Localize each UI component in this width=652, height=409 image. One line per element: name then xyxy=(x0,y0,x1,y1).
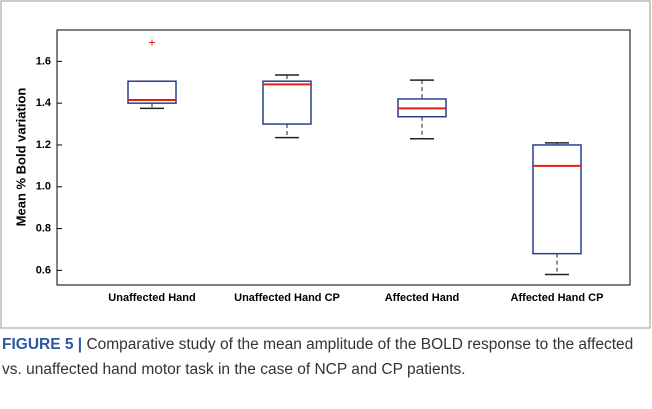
y-tick-label: 1.6 xyxy=(36,55,51,67)
outlier xyxy=(149,39,155,46)
figure-frame xyxy=(0,0,651,329)
x-tick-label: Unaffected Hand xyxy=(108,292,195,304)
y-tick-label: 0.6 xyxy=(36,264,51,276)
box xyxy=(262,80,312,125)
y-tick-label: 0.8 xyxy=(36,222,51,234)
caption-text: Comparative study of the mean amplitude … xyxy=(2,336,634,378)
x-tick-label: Affected Hand xyxy=(385,292,460,304)
y-tick-label: 1.0 xyxy=(36,181,51,193)
chart: Mean % Bold variation 0.6 0.8 1.0 1.2 1.4 1.6… xyxy=(0,0,651,329)
y-axis-label: Mean % Bold variation xyxy=(13,88,28,227)
caption: FIGURE 5 | Comparative study of the mean… xyxy=(2,333,642,382)
caption-label: FIGURE 5 | xyxy=(2,336,83,353)
box xyxy=(127,80,177,104)
box xyxy=(532,144,582,255)
x-tick-label: Affected Hand CP xyxy=(511,292,604,304)
y-tick-label: 1.2 xyxy=(36,139,51,151)
y-tick-label: 1.4 xyxy=(36,97,52,109)
plot-frame xyxy=(56,29,631,286)
x-tick-label: Unaffected Hand CP xyxy=(234,292,340,304)
